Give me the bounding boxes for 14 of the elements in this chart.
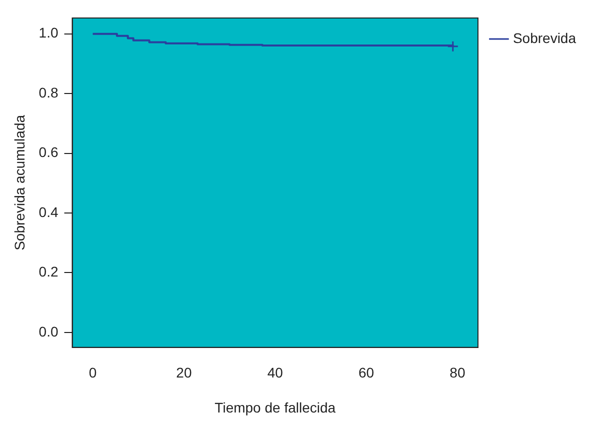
y-tick-label: 0.2 <box>38 264 58 280</box>
x-tick-label: 80 <box>450 364 466 381</box>
y-tick-label: 0.4 <box>38 204 58 220</box>
x-axis-title: Tiempo de fallecida <box>214 399 336 416</box>
y-tick-label: 0.8 <box>38 84 58 100</box>
x-tick-label: 0 <box>88 364 97 381</box>
y-tick-label: 0.0 <box>38 323 58 340</box>
y-axis-title: Sobrevida acumulada <box>11 114 28 250</box>
x-tick-label: 60 <box>358 364 374 381</box>
x-tick-label: 40 <box>267 364 284 381</box>
y-tick-label: 1.0 <box>38 24 58 41</box>
y-tick-label: 0.6 <box>38 144 58 160</box>
legend-label: Sobrevida <box>512 30 576 46</box>
x-tick-label: 20 <box>176 364 192 381</box>
